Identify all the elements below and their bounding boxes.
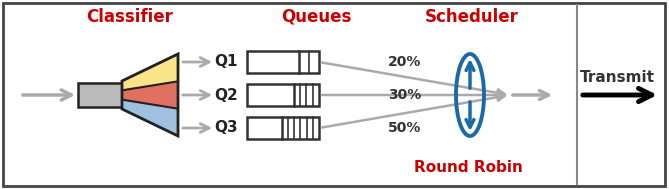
Polygon shape — [122, 81, 178, 109]
Text: Transmit: Transmit — [579, 70, 654, 84]
Text: 20%: 20% — [388, 55, 421, 69]
Text: Round Robin: Round Robin — [413, 160, 522, 174]
Bar — [247, 51, 319, 73]
Bar — [247, 117, 319, 139]
Text: 50%: 50% — [388, 121, 421, 135]
Text: Classifier: Classifier — [86, 8, 173, 26]
Text: Q1: Q1 — [215, 54, 238, 70]
FancyBboxPatch shape — [3, 3, 665, 186]
Bar — [247, 84, 319, 106]
Text: Q2: Q2 — [214, 88, 238, 102]
Polygon shape — [122, 100, 178, 136]
Polygon shape — [122, 54, 178, 90]
Text: Scheduler: Scheduler — [425, 8, 519, 26]
Polygon shape — [122, 54, 178, 83]
Text: Queues: Queues — [281, 8, 351, 26]
Text: 30%: 30% — [388, 88, 421, 102]
Bar — [78, 83, 126, 107]
Text: Q3: Q3 — [214, 121, 238, 136]
